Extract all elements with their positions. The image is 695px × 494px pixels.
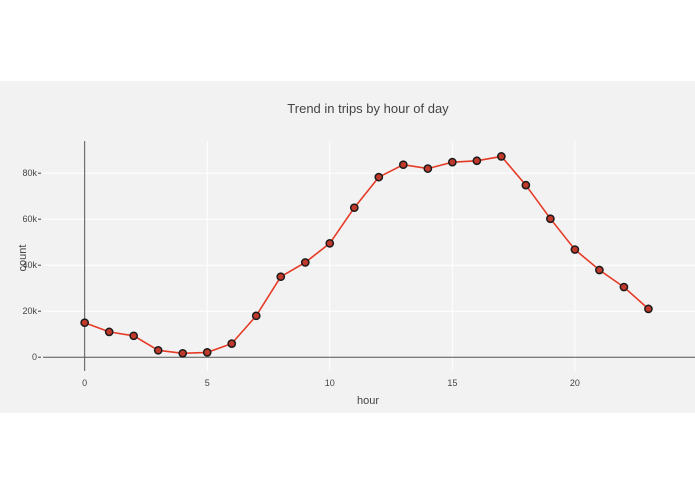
data-point <box>497 152 506 161</box>
data-point <box>251 311 261 321</box>
data-point <box>447 157 457 167</box>
data-point <box>349 203 359 213</box>
data-point <box>104 327 114 337</box>
points-layer <box>80 152 653 358</box>
line-chart: 0 5 10 15 20 0 20k 40k 60k 80k Trend in trips by … <box>0 81 695 413</box>
data-point <box>521 180 531 190</box>
data-point <box>276 272 286 282</box>
y-axis-title: count <box>17 245 29 272</box>
y-tick-label: 20k <box>22 306 37 316</box>
chart-background <box>0 81 695 413</box>
data-point <box>619 282 629 292</box>
data-point <box>374 172 384 182</box>
data-point <box>300 258 310 267</box>
data-point <box>644 304 653 314</box>
data-point <box>472 156 482 166</box>
data-point <box>153 345 163 355</box>
x-tick-label: 10 <box>325 378 335 388</box>
y-tick-label: 40k <box>22 260 37 270</box>
x-axis-title: hour <box>357 395 379 407</box>
data-point <box>80 318 90 328</box>
data-point <box>595 265 604 275</box>
data-point <box>423 164 433 173</box>
data-point <box>129 331 139 341</box>
x-tick-label: 0 <box>82 378 87 388</box>
chart-panel: 0 5 10 15 20 0 20k 40k 60k 80k Trend in trips by … <box>0 81 695 413</box>
chart-title: Trend in trips by hour of day <box>287 101 449 116</box>
y-tick-label: 0 <box>32 352 37 362</box>
data-point <box>398 160 408 170</box>
data-point <box>570 245 580 254</box>
x-tick-label: 5 <box>205 378 210 388</box>
data-point <box>178 348 188 358</box>
data-point <box>325 239 335 248</box>
y-tick-label: 60k <box>22 214 37 224</box>
grid-layer <box>43 141 695 371</box>
y-tick-label: 80k <box>22 168 37 178</box>
data-point <box>202 348 212 357</box>
axes-layer <box>43 141 695 371</box>
labels-layer: 0 5 10 15 20 0 20k 40k 60k 80k <box>22 168 579 388</box>
x-tick-label: 20 <box>570 378 580 388</box>
data-point <box>227 339 237 348</box>
data-point <box>546 214 555 224</box>
x-tick-label: 15 <box>447 378 457 388</box>
